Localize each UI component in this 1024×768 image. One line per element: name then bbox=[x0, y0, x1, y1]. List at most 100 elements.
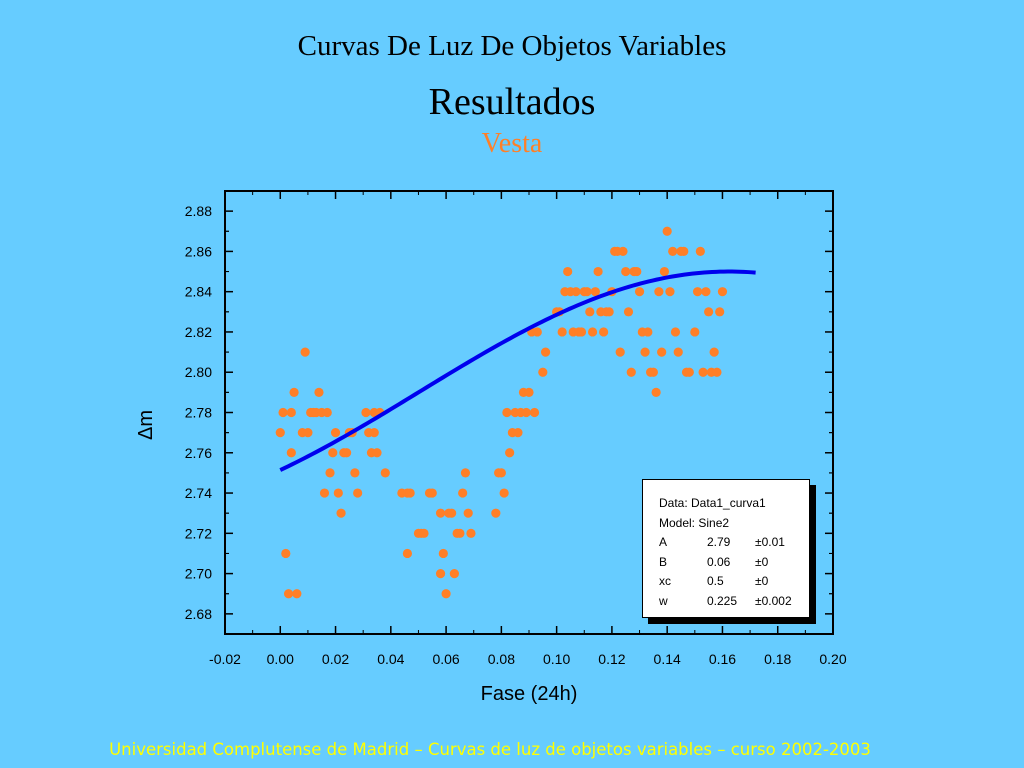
y-tick-label: 2.86 bbox=[185, 243, 212, 259]
legend-param-row: w 0.225 ±0.002 bbox=[659, 592, 809, 612]
data-point bbox=[717, 287, 728, 297]
param-error: ±0 bbox=[755, 574, 769, 588]
data-point bbox=[405, 488, 415, 498]
data-point bbox=[502, 407, 512, 418]
data-point bbox=[275, 428, 285, 438]
x-tick-label: 0.02 bbox=[322, 651, 349, 667]
data-point bbox=[704, 307, 714, 317]
param-name: B bbox=[659, 554, 668, 569]
data-point bbox=[571, 287, 581, 297]
fit-legend-box: Data: Data1_curva1 Model: Sine2 A 2.79 ±… bbox=[642, 479, 810, 618]
data-point bbox=[593, 266, 603, 277]
data-point bbox=[353, 488, 363, 498]
fit-curve-line bbox=[279, 269, 756, 472]
data-point bbox=[590, 287, 600, 297]
data-point bbox=[496, 468, 506, 478]
data-point bbox=[643, 327, 653, 337]
data-point bbox=[336, 508, 346, 518]
y-tick-label: 2.84 bbox=[185, 284, 212, 300]
data-point bbox=[698, 367, 708, 377]
data-point bbox=[626, 367, 636, 377]
y-tick-label: 2.74 bbox=[185, 485, 212, 501]
x-tick-label: 0.18 bbox=[764, 651, 791, 667]
data-point bbox=[657, 347, 667, 357]
data-point bbox=[634, 287, 645, 297]
slide-footer: Universidad Complutense de Madrid – Curv… bbox=[109, 740, 871, 759]
data-point bbox=[615, 347, 625, 357]
data-point bbox=[505, 448, 515, 458]
data-point bbox=[463, 508, 473, 518]
data-point bbox=[499, 488, 509, 498]
data-point bbox=[632, 266, 642, 277]
data-point bbox=[540, 347, 551, 357]
param-error: ±0.01 bbox=[755, 535, 785, 549]
legend-param-row: A 2.79 ±0.01 bbox=[659, 533, 809, 553]
data-point bbox=[679, 246, 689, 257]
data-point bbox=[684, 367, 694, 377]
data-point bbox=[659, 266, 670, 277]
data-point bbox=[458, 488, 468, 498]
param-value: 0.5 bbox=[707, 574, 724, 588]
x-axis-label: Fase (24h) bbox=[481, 683, 578, 705]
param-error: ±0 bbox=[755, 554, 769, 569]
data-point bbox=[278, 407, 288, 418]
y-tick-label: 2.70 bbox=[185, 566, 212, 582]
data-point bbox=[466, 528, 476, 538]
data-point bbox=[651, 387, 661, 397]
data-point bbox=[513, 428, 523, 438]
data-point bbox=[668, 246, 678, 257]
data-point bbox=[300, 347, 310, 357]
data-point bbox=[319, 488, 330, 498]
data-point bbox=[665, 287, 675, 297]
data-point bbox=[709, 347, 719, 357]
legend-param-row: xc 0.5 ±0 bbox=[659, 572, 809, 592]
data-point bbox=[621, 266, 631, 277]
data-point bbox=[695, 246, 705, 257]
y-tick-label: 2.76 bbox=[185, 445, 212, 461]
data-point bbox=[342, 448, 352, 458]
legend-param-row: B 0.06 ±0 bbox=[659, 553, 809, 573]
data-point bbox=[712, 367, 722, 377]
y-tick-label: 2.72 bbox=[185, 525, 212, 541]
data-point bbox=[435, 508, 446, 518]
y-axis-label: Δm bbox=[135, 410, 157, 440]
data-point bbox=[673, 347, 683, 357]
data-point bbox=[325, 468, 335, 478]
param-error: ±0.002 bbox=[755, 593, 792, 608]
legend-data-line: Data: Data1_curva1 bbox=[659, 496, 766, 510]
data-point bbox=[427, 488, 437, 498]
data-point bbox=[521, 407, 531, 418]
data-point bbox=[286, 448, 296, 458]
data-point bbox=[402, 548, 412, 559]
data-point bbox=[715, 307, 725, 317]
slide-subtitle: Resultados bbox=[428, 81, 596, 123]
data-point bbox=[419, 528, 429, 538]
data-point bbox=[692, 287, 703, 297]
param-value: 0.06 bbox=[707, 554, 731, 569]
data-point bbox=[281, 548, 291, 559]
data-point bbox=[690, 327, 700, 337]
data-point bbox=[654, 287, 664, 297]
y-tick-label: 2.68 bbox=[185, 606, 212, 622]
x-tick-label: 0.10 bbox=[543, 651, 570, 667]
param-name: w bbox=[659, 593, 668, 608]
x-tick-label: -0.02 bbox=[209, 651, 241, 667]
data-point bbox=[449, 568, 459, 579]
data-point bbox=[322, 407, 332, 418]
data-point bbox=[333, 488, 343, 498]
data-point bbox=[283, 589, 294, 599]
data-point bbox=[524, 387, 534, 397]
data-point bbox=[289, 387, 299, 397]
data-point bbox=[587, 327, 598, 337]
data-point bbox=[292, 589, 302, 599]
data-point bbox=[438, 548, 448, 559]
data-point bbox=[563, 266, 573, 277]
data-point bbox=[372, 448, 382, 458]
data-point bbox=[557, 327, 567, 337]
param-value: 0.225 bbox=[707, 593, 738, 608]
data-point bbox=[670, 327, 681, 337]
x-tick-label: 0.20 bbox=[819, 651, 846, 667]
data-point bbox=[604, 307, 614, 317]
data-point bbox=[380, 468, 390, 478]
